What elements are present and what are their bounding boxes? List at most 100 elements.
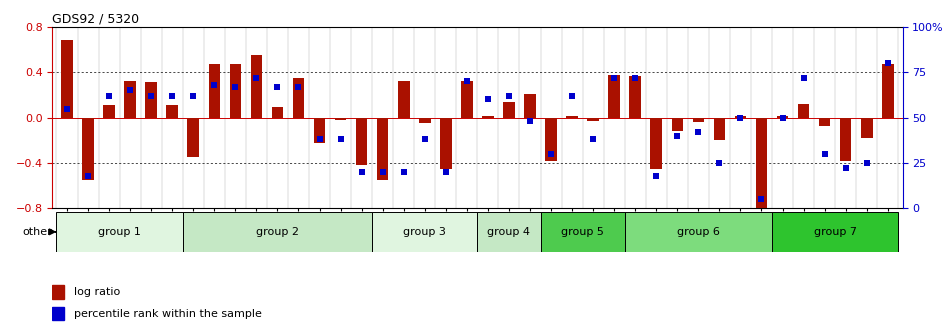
Bar (709, 27, 730, 208)
Text: group 4: group 4 (487, 227, 530, 237)
Text: group 2: group 2 (256, 227, 299, 237)
Bar (52, 306, 65, 321)
Bar (104, 105, 115, 118)
Bar (162, 27, 182, 208)
Bar (755, 118, 768, 208)
Text: group 6: group 6 (677, 227, 720, 237)
Bar (646, 27, 667, 208)
Text: group 5: group 5 (561, 227, 604, 237)
Bar (541, 212, 625, 252)
Bar (582, 27, 603, 208)
Bar (520, 27, 541, 208)
Bar (713, 118, 725, 140)
Bar (499, 27, 520, 208)
Bar (398, 81, 409, 118)
Text: percentile rank within the sample: percentile rank within the sample (74, 309, 261, 319)
Bar (356, 118, 368, 165)
Bar (288, 27, 309, 208)
Bar (477, 27, 499, 208)
Text: GDS92 / 5320: GDS92 / 5320 (52, 13, 140, 26)
Bar (182, 212, 372, 252)
Bar (99, 27, 120, 208)
Bar (334, 118, 347, 120)
Bar (777, 117, 788, 118)
Bar (314, 118, 325, 142)
Bar (372, 212, 477, 252)
Text: group 1: group 1 (98, 227, 141, 237)
Bar (882, 64, 894, 118)
Bar (814, 27, 835, 208)
Bar (124, 81, 136, 118)
Bar (477, 212, 541, 252)
Bar (793, 27, 814, 208)
Bar (56, 27, 78, 208)
Bar (251, 55, 262, 118)
Text: other: other (23, 227, 52, 237)
Text: group 7: group 7 (813, 227, 857, 237)
Bar (835, 27, 856, 208)
Bar (293, 78, 304, 118)
Bar (208, 64, 220, 118)
Bar (750, 27, 772, 208)
Bar (772, 212, 899, 252)
Bar (734, 117, 747, 118)
Bar (204, 27, 225, 208)
Bar (861, 118, 872, 138)
Bar (672, 118, 683, 131)
Bar (120, 27, 141, 208)
Bar (482, 117, 494, 118)
Bar (840, 118, 851, 161)
Bar (688, 27, 709, 208)
Bar (877, 27, 899, 208)
Bar (625, 212, 772, 252)
Bar (545, 118, 557, 161)
Bar (504, 102, 515, 118)
Bar (561, 27, 582, 208)
Bar (798, 104, 809, 118)
Bar (272, 108, 283, 118)
Bar (141, 27, 162, 208)
Bar (651, 118, 662, 169)
Bar (182, 27, 204, 208)
Bar (772, 27, 793, 208)
Bar (309, 27, 330, 208)
Bar (230, 64, 241, 118)
Bar (246, 27, 267, 208)
Bar (625, 27, 646, 208)
Bar (819, 118, 830, 126)
Bar (56, 212, 182, 252)
Bar (414, 27, 435, 208)
Bar (456, 27, 477, 208)
Bar (83, 118, 94, 180)
Bar (145, 82, 157, 118)
Bar (693, 118, 704, 122)
Bar (730, 27, 750, 208)
Bar (225, 27, 246, 208)
Bar (524, 94, 536, 118)
Bar (630, 76, 641, 118)
Bar (587, 118, 598, 121)
Bar (377, 118, 389, 180)
Bar (330, 27, 352, 208)
Bar (78, 27, 99, 208)
Bar (352, 27, 372, 208)
Bar (187, 118, 200, 157)
Bar (440, 118, 451, 169)
Text: group 3: group 3 (404, 227, 446, 237)
Bar (393, 27, 414, 208)
Bar (566, 117, 578, 118)
Bar (856, 27, 877, 208)
Bar (608, 75, 620, 118)
Bar (419, 118, 430, 123)
Bar (603, 27, 625, 208)
Bar (166, 105, 178, 118)
Bar (61, 41, 73, 118)
Bar (372, 27, 393, 208)
Bar (267, 27, 288, 208)
Bar (435, 27, 456, 208)
Bar (461, 81, 473, 118)
Bar (52, 285, 65, 299)
Text: log ratio: log ratio (74, 287, 120, 297)
Bar (541, 27, 561, 208)
Bar (667, 27, 688, 208)
